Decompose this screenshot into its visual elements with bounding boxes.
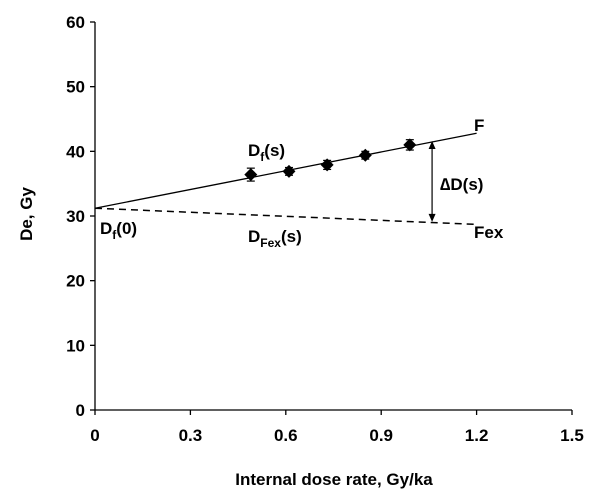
delta-arrow-head-bottom (428, 213, 436, 222)
x-axis-title: Internal dose rate, Gy/ka (235, 470, 433, 489)
plot-area (94, 132, 477, 226)
fex-line-label: Fex (474, 223, 504, 242)
delta-d-label: ∆D(s) (440, 175, 483, 194)
y-axis-title: De, Gy (17, 187, 36, 241)
y-tick-label: 0 (76, 401, 85, 420)
delta-arrow-head-top (428, 140, 436, 149)
f-line-label: F (474, 116, 484, 135)
axes: 0 10 20 30 40 50 60 0 0.3 0.6 0.9 1.2 1.5 (66, 13, 584, 445)
y-tick-label: 50 (66, 78, 85, 97)
data-point (320, 158, 334, 172)
x-tick-label: 0.6 (274, 426, 298, 445)
y-tick-label: 30 (66, 207, 85, 226)
data-point (358, 148, 372, 162)
y-tick-label: 10 (66, 336, 85, 355)
y-tick-label: 60 (66, 13, 85, 32)
x-tick-label: 0.3 (179, 426, 203, 445)
df-s-label: Df(s) (248, 141, 285, 164)
df-0-label: Df(0) (100, 219, 137, 242)
y-tick-label: 20 (66, 272, 85, 291)
x-tick-label: 1.2 (465, 426, 489, 445)
fex-line (94, 207, 477, 226)
x-tick-label: 1.5 (560, 426, 584, 445)
data-point (282, 164, 296, 178)
y-tick-label: 40 (66, 142, 85, 161)
data-point (244, 168, 258, 182)
x-tick-label: 0 (90, 426, 99, 445)
dfex-s-label: DFex(s) (248, 227, 302, 250)
data-point (403, 138, 417, 152)
x-tick-label: 0.9 (369, 426, 393, 445)
